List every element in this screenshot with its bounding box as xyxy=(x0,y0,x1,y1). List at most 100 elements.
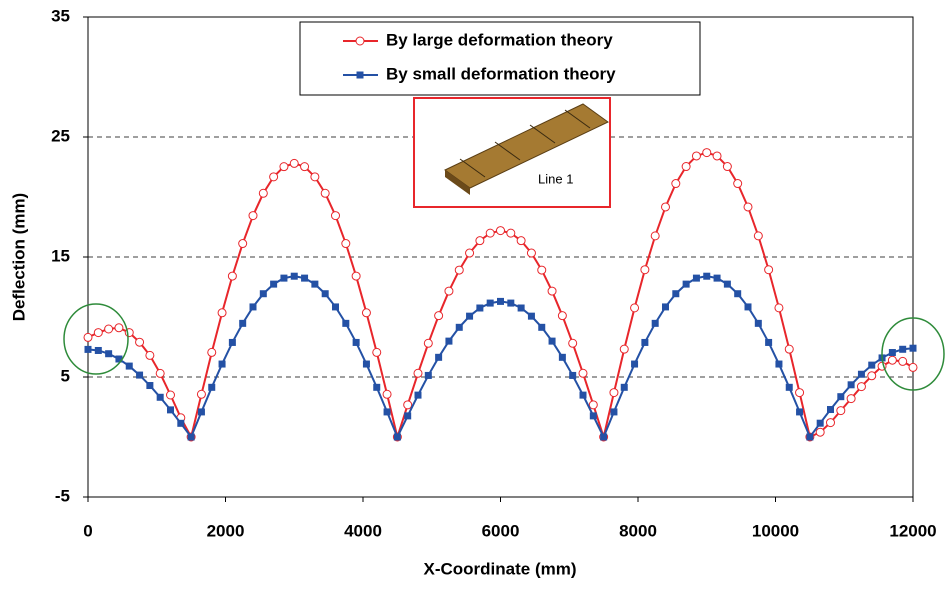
point-marker xyxy=(373,384,380,391)
point-marker xyxy=(456,324,463,331)
point-marker xyxy=(672,290,679,297)
point-marker xyxy=(651,232,659,240)
legend-label: By large deformation theory xyxy=(386,30,613,49)
point-marker xyxy=(775,304,783,312)
point-marker xyxy=(322,290,329,297)
point-marker xyxy=(197,390,205,398)
point-marker xyxy=(353,339,360,346)
point-marker xyxy=(146,351,154,359)
point-marker xyxy=(239,320,246,327)
legend-marker xyxy=(357,72,364,79)
point-marker xyxy=(497,227,505,235)
point-marker xyxy=(476,305,483,312)
point-marker xyxy=(745,303,752,310)
point-marker xyxy=(590,412,597,419)
point-marker xyxy=(549,338,556,345)
point-marker xyxy=(909,363,917,371)
point-marker xyxy=(136,338,144,346)
point-marker xyxy=(415,392,422,399)
point-marker xyxy=(476,237,484,245)
point-marker xyxy=(723,163,731,171)
point-marker xyxy=(332,212,340,220)
point-marker xyxy=(528,313,535,320)
point-marker xyxy=(280,163,288,171)
point-marker xyxy=(383,390,391,398)
point-marker xyxy=(188,434,195,441)
point-marker xyxy=(786,384,793,391)
point-marker xyxy=(796,408,803,415)
point-marker xyxy=(228,272,236,280)
point-marker xyxy=(517,237,525,245)
point-marker xyxy=(167,391,175,399)
point-marker xyxy=(580,392,587,399)
point-marker xyxy=(239,240,247,248)
point-marker xyxy=(84,333,92,341)
x-tick-label: 2000 xyxy=(207,521,245,540)
point-marker xyxy=(249,212,257,220)
inset: Line 1 xyxy=(414,98,610,207)
point-marker xyxy=(85,346,92,353)
point-marker xyxy=(301,163,309,171)
point-marker xyxy=(868,362,875,369)
point-marker xyxy=(858,371,865,378)
point-marker xyxy=(889,349,896,356)
point-marker xyxy=(95,347,102,354)
y-tick-label: 35 xyxy=(51,6,70,25)
point-marker xyxy=(548,287,556,295)
point-marker xyxy=(414,369,422,377)
point-marker xyxy=(424,339,432,347)
point-marker xyxy=(589,401,597,409)
highlight-circle xyxy=(64,304,128,374)
point-marker xyxy=(631,304,639,312)
point-marker xyxy=(641,266,649,274)
point-marker xyxy=(631,361,638,368)
x-tick-label: 10000 xyxy=(752,521,799,540)
point-marker xyxy=(527,249,535,257)
point-marker xyxy=(259,189,267,197)
point-marker xyxy=(857,383,865,391)
point-marker xyxy=(507,300,514,307)
point-marker xyxy=(156,369,164,377)
point-marker xyxy=(157,394,164,401)
point-marker xyxy=(497,298,504,305)
point-marker xyxy=(765,266,773,274)
point-marker xyxy=(177,420,184,427)
point-marker xyxy=(600,434,607,441)
point-marker xyxy=(435,354,442,361)
point-marker xyxy=(290,159,298,167)
point-marker xyxy=(311,281,318,288)
point-marker xyxy=(755,320,762,327)
point-marker xyxy=(682,163,690,171)
point-marker xyxy=(363,361,370,368)
point-marker xyxy=(425,372,432,379)
point-marker xyxy=(610,408,617,415)
point-marker xyxy=(445,287,453,295)
point-marker xyxy=(754,232,762,240)
point-marker xyxy=(126,363,133,370)
point-marker xyxy=(569,339,577,347)
x-axis-title: X-Coordinate (mm) xyxy=(424,559,577,578)
point-marker xyxy=(744,203,752,211)
point-marker xyxy=(796,389,804,397)
point-marker xyxy=(713,152,721,160)
point-marker xyxy=(662,303,669,310)
point-marker xyxy=(404,401,412,409)
point-marker xyxy=(837,407,845,415)
x-tick-label: 12000 xyxy=(889,521,936,540)
legend: By large deformation theoryBy small defo… xyxy=(300,22,700,95)
point-marker xyxy=(518,305,525,312)
point-marker xyxy=(486,229,494,237)
point-marker xyxy=(785,345,793,353)
point-marker xyxy=(115,324,123,332)
x-tick-label: 6000 xyxy=(482,521,520,540)
point-marker xyxy=(827,419,835,427)
point-marker xyxy=(672,180,680,188)
page: {"chart_data": {"type": "line", "xlabel"… xyxy=(0,0,949,590)
point-marker xyxy=(321,189,329,197)
point-marker xyxy=(847,395,855,403)
x-tick-label: 4000 xyxy=(344,521,382,540)
point-marker xyxy=(579,369,587,377)
point-marker xyxy=(342,240,350,248)
point-marker xyxy=(538,324,545,331)
legend-marker xyxy=(356,37,364,45)
